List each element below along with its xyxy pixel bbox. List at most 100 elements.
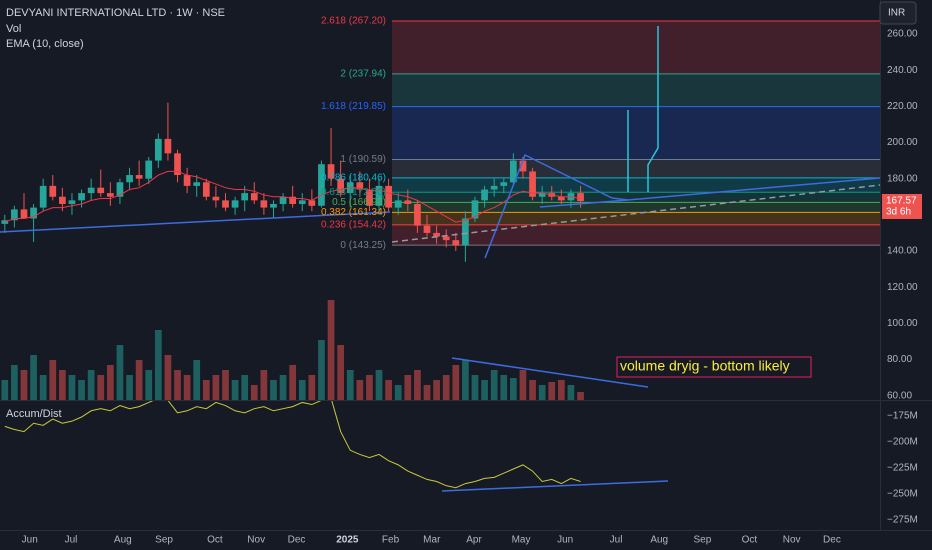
fib-band <box>392 212 880 225</box>
volume-bar <box>490 370 498 400</box>
volume-bar <box>529 380 536 400</box>
vol-label: Vol <box>6 23 21 35</box>
candle-body <box>279 196 287 204</box>
volume-bar <box>557 380 565 400</box>
candle-body <box>298 200 306 204</box>
ad-label: Accum/Dist <box>6 408 62 420</box>
volume-bar <box>126 375 133 400</box>
pattern <box>484 153 881 259</box>
candle-body <box>145 160 153 179</box>
candle-body <box>318 164 325 206</box>
volume-bar <box>366 375 373 400</box>
candle-body <box>394 200 402 208</box>
fib-label: 0.786 (180.46) <box>321 172 386 183</box>
volume-bar <box>78 380 85 400</box>
ema-line <box>4 170 581 223</box>
volume-bar <box>270 380 277 400</box>
y-tick-label: 80.00 <box>887 354 912 365</box>
volume-bar <box>116 345 124 400</box>
x-tick-label: Jun <box>557 535 573 546</box>
x-tick-label: Sep <box>155 535 173 546</box>
currency[interactable]: INR <box>888 8 905 19</box>
countdown: 3d 6h <box>886 207 911 218</box>
candle-body <box>385 185 392 208</box>
volume-bar <box>567 385 575 400</box>
volume-bar <box>212 375 220 400</box>
pattern <box>539 199 629 208</box>
candle-body <box>78 193 85 201</box>
y-tick-label: 100.00 <box>887 318 918 329</box>
volume-bar <box>250 385 258 400</box>
volume-bar <box>433 380 440 400</box>
volume-bar <box>385 380 392 400</box>
candles <box>1 102 584 262</box>
x-tick-label: Jul <box>610 535 623 546</box>
currency-box[interactable] <box>879 1 917 25</box>
fib-label: 2 (237.94) <box>340 69 386 80</box>
volume-bar <box>577 392 584 400</box>
x-tick-label: 2025 <box>336 535 359 546</box>
volume-bar <box>308 375 316 400</box>
volume-bar <box>202 380 210 400</box>
fib-label: 0 (143.25) <box>340 240 386 251</box>
volume-bar <box>337 345 345 400</box>
volume-bar <box>510 378 517 400</box>
candle-body <box>471 200 479 219</box>
x-tick-label: May <box>512 535 531 546</box>
y-tick-label: 60.00 <box>887 390 912 401</box>
fib-band <box>392 224 880 246</box>
volume-bar <box>97 375 105 400</box>
volume-bar <box>404 375 412 400</box>
candle-body <box>538 193 546 197</box>
candle-body <box>519 160 527 172</box>
fib-band <box>392 73 880 107</box>
y-tick-label: −225M <box>887 463 918 474</box>
candle-body <box>68 200 76 204</box>
candle-body <box>327 164 335 179</box>
candle-body <box>260 200 268 208</box>
y-tick-label: 240.00 <box>887 65 918 76</box>
candle-body <box>164 138 172 154</box>
candle-body <box>270 203 277 208</box>
volume-bar <box>106 365 114 400</box>
candle-body <box>433 232 440 237</box>
candle-body <box>250 193 258 201</box>
candle-body <box>135 175 143 179</box>
candle-body <box>87 187 95 194</box>
candle-body <box>577 193 584 202</box>
candle-body <box>366 189 373 206</box>
fib-label: 1.618 (219.85) <box>321 101 386 112</box>
volume-pane <box>1 300 584 400</box>
candle-body <box>423 225 431 233</box>
volume-bar <box>241 375 249 400</box>
candle-body <box>404 200 412 204</box>
annotation: volume dryig - bottom likely <box>620 358 790 374</box>
volume-bar <box>11 365 18 400</box>
annotation-box <box>616 356 812 378</box>
volume-bar <box>327 300 335 400</box>
volume-bar <box>548 382 556 400</box>
candle-body <box>452 240 460 246</box>
candle-body <box>356 182 364 190</box>
x-tick-label: Nov <box>783 535 801 546</box>
y-tick-label: 180.00 <box>887 173 918 184</box>
candle-body <box>510 160 517 183</box>
candle-body <box>193 182 201 186</box>
fib-label: 0.5 (166.92) <box>332 197 386 208</box>
volume-bar <box>164 355 172 400</box>
volume-bar <box>289 365 297 400</box>
volume-bar <box>442 375 450 400</box>
volume-bar <box>298 380 306 400</box>
x-tick-label: Jun <box>22 535 38 546</box>
volume-bar <box>394 385 402 400</box>
accum-dist-pane <box>4 401 581 489</box>
volume-bar <box>68 375 76 400</box>
volume-bar <box>318 340 325 400</box>
volume-bar <box>183 375 191 400</box>
fib-band <box>392 202 880 213</box>
fib-label: 0.382 (161.34) <box>321 207 386 218</box>
candle-body <box>241 193 249 201</box>
volume-bar <box>30 355 37 400</box>
volume-bar <box>135 360 143 400</box>
y-tick-label: −175M <box>887 411 918 422</box>
